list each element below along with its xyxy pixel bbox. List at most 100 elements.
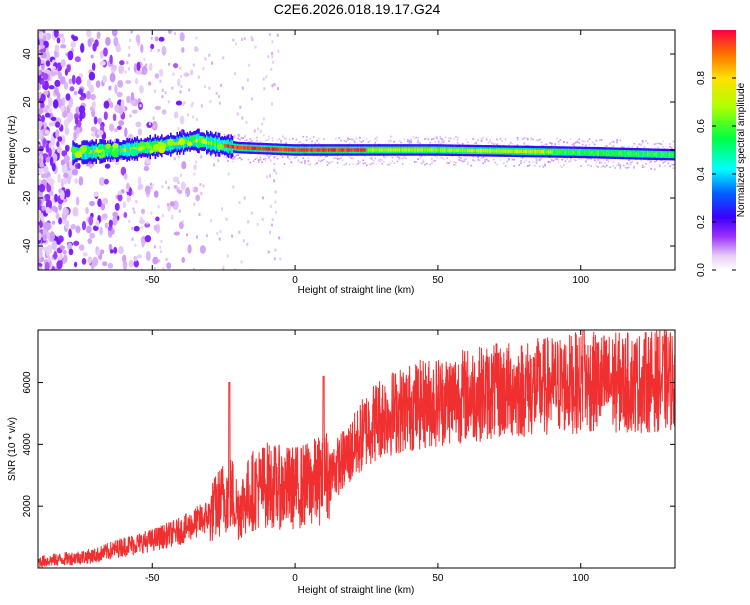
noise-cell — [148, 122, 151, 126]
noise-cell — [112, 113, 117, 122]
noise-cell — [113, 36, 119, 47]
spread-cell — [590, 165, 592, 168]
spread-cell — [636, 146, 639, 148]
spread-cell — [374, 137, 377, 140]
noise-cell — [179, 66, 182, 70]
y-tick-label: -40 — [22, 238, 33, 253]
ridge-core-cell — [248, 146, 250, 150]
noise-cell — [150, 36, 153, 40]
spread-cell — [347, 137, 349, 139]
noise-cell — [54, 206, 58, 214]
ridge-core-cell — [505, 149, 508, 153]
noise-cell — [72, 207, 77, 217]
spread-cell — [355, 163, 358, 166]
ridge-core-cell — [582, 150, 585, 155]
spread-cell — [249, 140, 251, 142]
spread-cell — [448, 162, 450, 164]
noise-cell — [203, 85, 206, 89]
ridge-core-cell — [370, 148, 373, 152]
spread-cell — [290, 161, 293, 163]
noise-cell — [122, 260, 128, 270]
ridge-core-cell — [378, 148, 380, 152]
noise-cell — [147, 81, 152, 86]
noise-cell — [51, 163, 56, 172]
spread-cell — [527, 165, 529, 167]
spread-cell — [249, 161, 251, 164]
noise-cell — [103, 111, 108, 120]
spread-cell — [533, 164, 536, 167]
colorbar-label: Normalized spectral amplitude — [736, 82, 747, 217]
ridge-core-cell — [308, 148, 311, 152]
spread-cell — [258, 161, 260, 163]
noise-cell — [218, 95, 221, 99]
noise-cell — [161, 88, 164, 92]
spread-cell — [360, 141, 363, 143]
spread-cell — [549, 142, 551, 144]
spread-cell — [444, 136, 447, 138]
noise-cell — [65, 93, 71, 101]
noise-cell — [200, 154, 203, 158]
spread-cell — [516, 138, 519, 141]
spread-cell — [545, 144, 548, 147]
noise-cell — [95, 219, 100, 227]
noise-cell — [47, 254, 51, 263]
spread-cell — [237, 154, 239, 156]
spread-cell — [561, 158, 563, 161]
ridge-core-cell — [349, 148, 352, 152]
ridge-core-cell — [116, 148, 118, 153]
spread-cell — [650, 160, 652, 163]
spread-cell — [612, 161, 615, 163]
ridge-core-cell — [311, 148, 313, 152]
ridge-core-cell — [468, 148, 470, 153]
spread-cell — [264, 157, 267, 160]
ridge-core-cell — [150, 145, 153, 149]
spectrogram-y-label: Frequency (Hz) — [7, 116, 18, 185]
noise-cell — [63, 81, 69, 90]
spread-cell — [597, 159, 599, 161]
ridge-core-cell — [371, 148, 374, 152]
ridge-core-cell — [500, 149, 502, 153]
spread-cell — [336, 158, 339, 160]
ridge-core-cell — [585, 150, 587, 155]
noise-cell — [92, 225, 99, 231]
noise-cell — [118, 65, 124, 74]
noise-cell — [263, 87, 266, 91]
spread-cell — [537, 139, 539, 142]
ridge-core-cell — [501, 149, 504, 153]
ridge-core-cell — [90, 150, 92, 154]
noise-cell — [274, 248, 277, 252]
noise-cell — [221, 207, 224, 211]
ridge-core-cell — [605, 151, 608, 155]
ridge-core-cell — [321, 148, 324, 152]
ridge-core-cell — [342, 148, 344, 152]
spread-cell — [482, 162, 485, 165]
ridge-core-cell — [243, 146, 245, 150]
y-tick-label: 0 — [22, 147, 33, 153]
noise-cell — [75, 225, 81, 234]
spread-cell — [563, 164, 565, 166]
spread-cell — [436, 137, 438, 140]
noise-cell — [233, 72, 236, 76]
spread-cell — [525, 137, 527, 139]
spread-cell — [557, 158, 560, 161]
ridge-core-cell — [558, 150, 560, 154]
spread-cell — [643, 146, 646, 149]
spread-cell — [607, 160, 610, 163]
spread-cell — [611, 146, 613, 148]
noise-cell — [38, 209, 42, 219]
spread-cell — [432, 138, 435, 140]
ridge-core-cell — [594, 151, 596, 155]
noise-cell — [38, 124, 42, 131]
spread-cell — [234, 156, 236, 158]
noise-cell — [46, 244, 53, 255]
spread-cell — [283, 163, 286, 165]
spread-cell — [467, 161, 469, 163]
noise-cell — [241, 38, 243, 41]
spread-cell — [480, 157, 483, 159]
spread-cell — [583, 141, 586, 143]
noise-cell — [38, 57, 41, 67]
ridge-core-cell — [495, 149, 497, 153]
spread-cell — [540, 141, 543, 144]
noise-cell — [268, 174, 271, 178]
spread-cell — [463, 158, 466, 161]
